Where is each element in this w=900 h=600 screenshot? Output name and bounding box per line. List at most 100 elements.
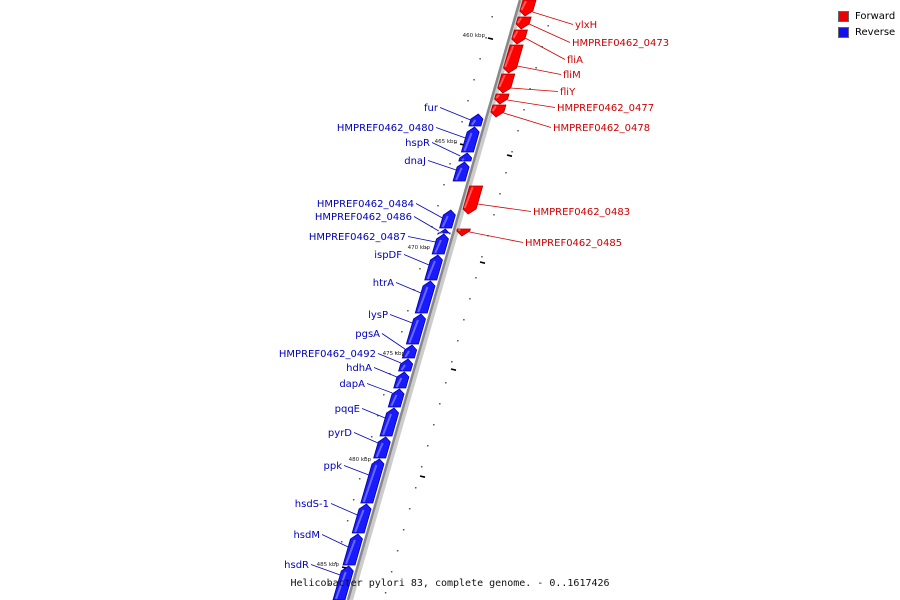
gene-label: HMPREF0462_0485 [525, 238, 622, 249]
kbp-label: 460 kbp [463, 33, 486, 39]
minor-tick-right [523, 109, 525, 111]
backbone-line [346, 0, 522, 600]
minor-tick-left [370, 436, 373, 438]
backbone-shadow [349, 0, 525, 600]
reverse-swatch [838, 26, 849, 38]
gene-leader-line [435, 127, 466, 139]
minor-tick-right [535, 67, 537, 69]
minor-tick-left [364, 457, 367, 459]
legend-reverse: Reverse [838, 24, 895, 40]
minor-tick-left [407, 310, 409, 312]
minor-tick-right [481, 256, 483, 258]
minor-tick-right [517, 130, 519, 132]
gene-label: fliY [560, 87, 576, 98]
minor-tick-right [426, 445, 429, 447]
gene-leader-line [503, 112, 552, 128]
minor-tick-right [390, 571, 393, 573]
hsdm-gene-highlight [345, 539, 356, 565]
gene-label: HMPREF0462_0484 [317, 199, 414, 210]
position-dash [450, 368, 457, 371]
hmpref0462-0484-gene-arrow [439, 209, 456, 229]
minor-tick-right [451, 361, 453, 363]
gene-label: fur [424, 103, 439, 114]
gene-label: dapA [339, 379, 365, 390]
hmpref0462-0480-gene-highlight [463, 132, 473, 152]
lysp-gene-highlight [408, 319, 419, 344]
gene-leader-line [366, 383, 393, 394]
hmpref0462-0478-gene-arrow [490, 104, 507, 118]
gene-leader-line [373, 367, 398, 378]
gene-label: HMPREF0462_0473 [572, 38, 669, 49]
gene-label: HMPREF0462_0486 [315, 212, 412, 223]
dapa-gene-highlight [390, 394, 398, 407]
fliy-gene-arrow [497, 73, 516, 94]
hmpref0462-0487-gene-arrow [431, 233, 449, 255]
fur-gene-arrow [468, 113, 484, 127]
kbp-label: 465 kbp [435, 139, 458, 145]
fliy-gene-highlight [498, 74, 506, 88]
minor-tick-right [384, 592, 387, 594]
minor-tick-left [419, 268, 421, 270]
hmpref0462-0483-gene-highlight [463, 186, 474, 209]
minor-tick-left [491, 16, 493, 18]
position-dash [506, 154, 513, 157]
minor-tick-right [402, 529, 405, 531]
minor-tick-left [328, 583, 331, 585]
pqqe-gene-arrow [379, 407, 400, 437]
hmpref0462-0478-gene-highlight [491, 105, 497, 112]
gene-label: hsdR [284, 560, 309, 571]
minor-tick-right [505, 172, 507, 174]
hsdr-gene-arrow [332, 565, 354, 600]
gene-leader-line [431, 142, 461, 157]
hmpref0462-0487-gene-highlight [434, 239, 442, 254]
gene-leader-line [377, 353, 402, 364]
hmpref0462-0484-gene-highlight [441, 215, 449, 228]
gene-leader-line [381, 333, 406, 350]
hmpref0462-0492-gene-arrow [398, 358, 414, 372]
minor-tick-right [408, 508, 411, 510]
forward-swatch [838, 10, 849, 22]
hspr-gene-highlight [461, 158, 465, 161]
minor-tick-left [352, 499, 355, 501]
flia-gene-arrow [511, 29, 528, 45]
minor-tick-left [449, 163, 451, 165]
minor-tick-left [401, 331, 403, 333]
pyrd-gene-arrow [373, 436, 391, 459]
gene-label: ispDF [374, 250, 402, 261]
legend-reverse-label: Reverse [855, 26, 896, 38]
kbp-label: 480 kbp [349, 457, 372, 463]
gene-leader-line [361, 408, 386, 419]
minor-tick-left [334, 562, 337, 564]
gene-leader-line [532, 11, 574, 25]
legend-forward-label: Forward [855, 10, 896, 22]
ppk-gene-arrow [360, 458, 385, 504]
minor-tick-right [445, 382, 447, 384]
hmpref0462-0473-gene-arrow [515, 16, 532, 30]
pyrd-gene-highlight [375, 442, 384, 458]
legend-forward: Forward [838, 8, 895, 24]
minor-tick-left [461, 121, 463, 123]
minor-tick-left [377, 415, 379, 417]
gene-label: lysP [368, 310, 388, 321]
hdha-gene-arrow [393, 371, 410, 389]
hsdr-gene-highlight [335, 571, 347, 600]
pgsa-gene-arrow [401, 344, 418, 359]
minor-tick-left [479, 58, 481, 60]
gene-leader-line [395, 282, 422, 294]
gene-leader-line [353, 432, 379, 444]
gene-leader-line [524, 37, 566, 60]
hdha-gene-highlight [395, 377, 403, 388]
gene-label: ppk [324, 461, 343, 472]
gene-label: fliM [563, 70, 581, 81]
legend: Forward Reverse [838, 8, 895, 40]
dapa-gene-arrow [387, 388, 405, 408]
minor-tick-right [420, 466, 423, 468]
hmpref0462-0480-gene-arrow [460, 126, 480, 153]
minor-tick-left [467, 100, 469, 102]
dnaj-gene-arrow [452, 161, 470, 182]
gene-leader-line [330, 503, 358, 516]
pqqe-gene-highlight [382, 413, 392, 436]
gene-label: HMPREF0462_0487 [309, 232, 406, 243]
gene-leader-line [413, 216, 439, 232]
